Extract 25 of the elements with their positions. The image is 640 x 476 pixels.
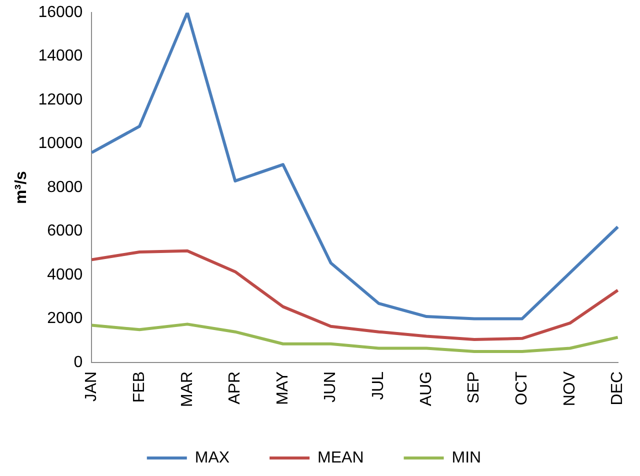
x-tick-label: JUL xyxy=(370,371,388,400)
x-tick-label: JUN xyxy=(322,371,340,403)
x-tick-label: APR xyxy=(226,371,244,404)
y-tick-label: 0 xyxy=(74,354,83,371)
x-tick-label: SEP xyxy=(466,371,483,404)
y-axis-title: m³/s xyxy=(13,170,30,204)
x-tick-label: DEC xyxy=(609,371,626,406)
y-tick-label: 16000 xyxy=(38,4,83,22)
legend-label: MAX xyxy=(194,449,230,466)
x-tick-label: FEB xyxy=(130,371,148,403)
x-tick-label: MAY xyxy=(274,371,292,405)
legend-label: MEAN xyxy=(318,449,364,466)
y-tick-label: 12000 xyxy=(38,91,83,108)
y-tick-label: 8000 xyxy=(47,178,83,196)
x-tick-label: AUG xyxy=(418,371,435,406)
y-tick-label: 10000 xyxy=(38,135,83,152)
x-tick-label: JAN xyxy=(83,371,100,402)
y-tick-label: 14000 xyxy=(38,48,83,65)
x-tick-label: NOV xyxy=(561,371,578,406)
y-tick-label: 2000 xyxy=(47,310,83,328)
y-tick-label: 6000 xyxy=(47,222,83,240)
legend-label: MIN xyxy=(452,449,482,466)
y-tick-label: 4000 xyxy=(47,266,83,284)
x-tick-label: OCT xyxy=(514,371,531,406)
x-tick-label: MAR xyxy=(178,371,196,408)
